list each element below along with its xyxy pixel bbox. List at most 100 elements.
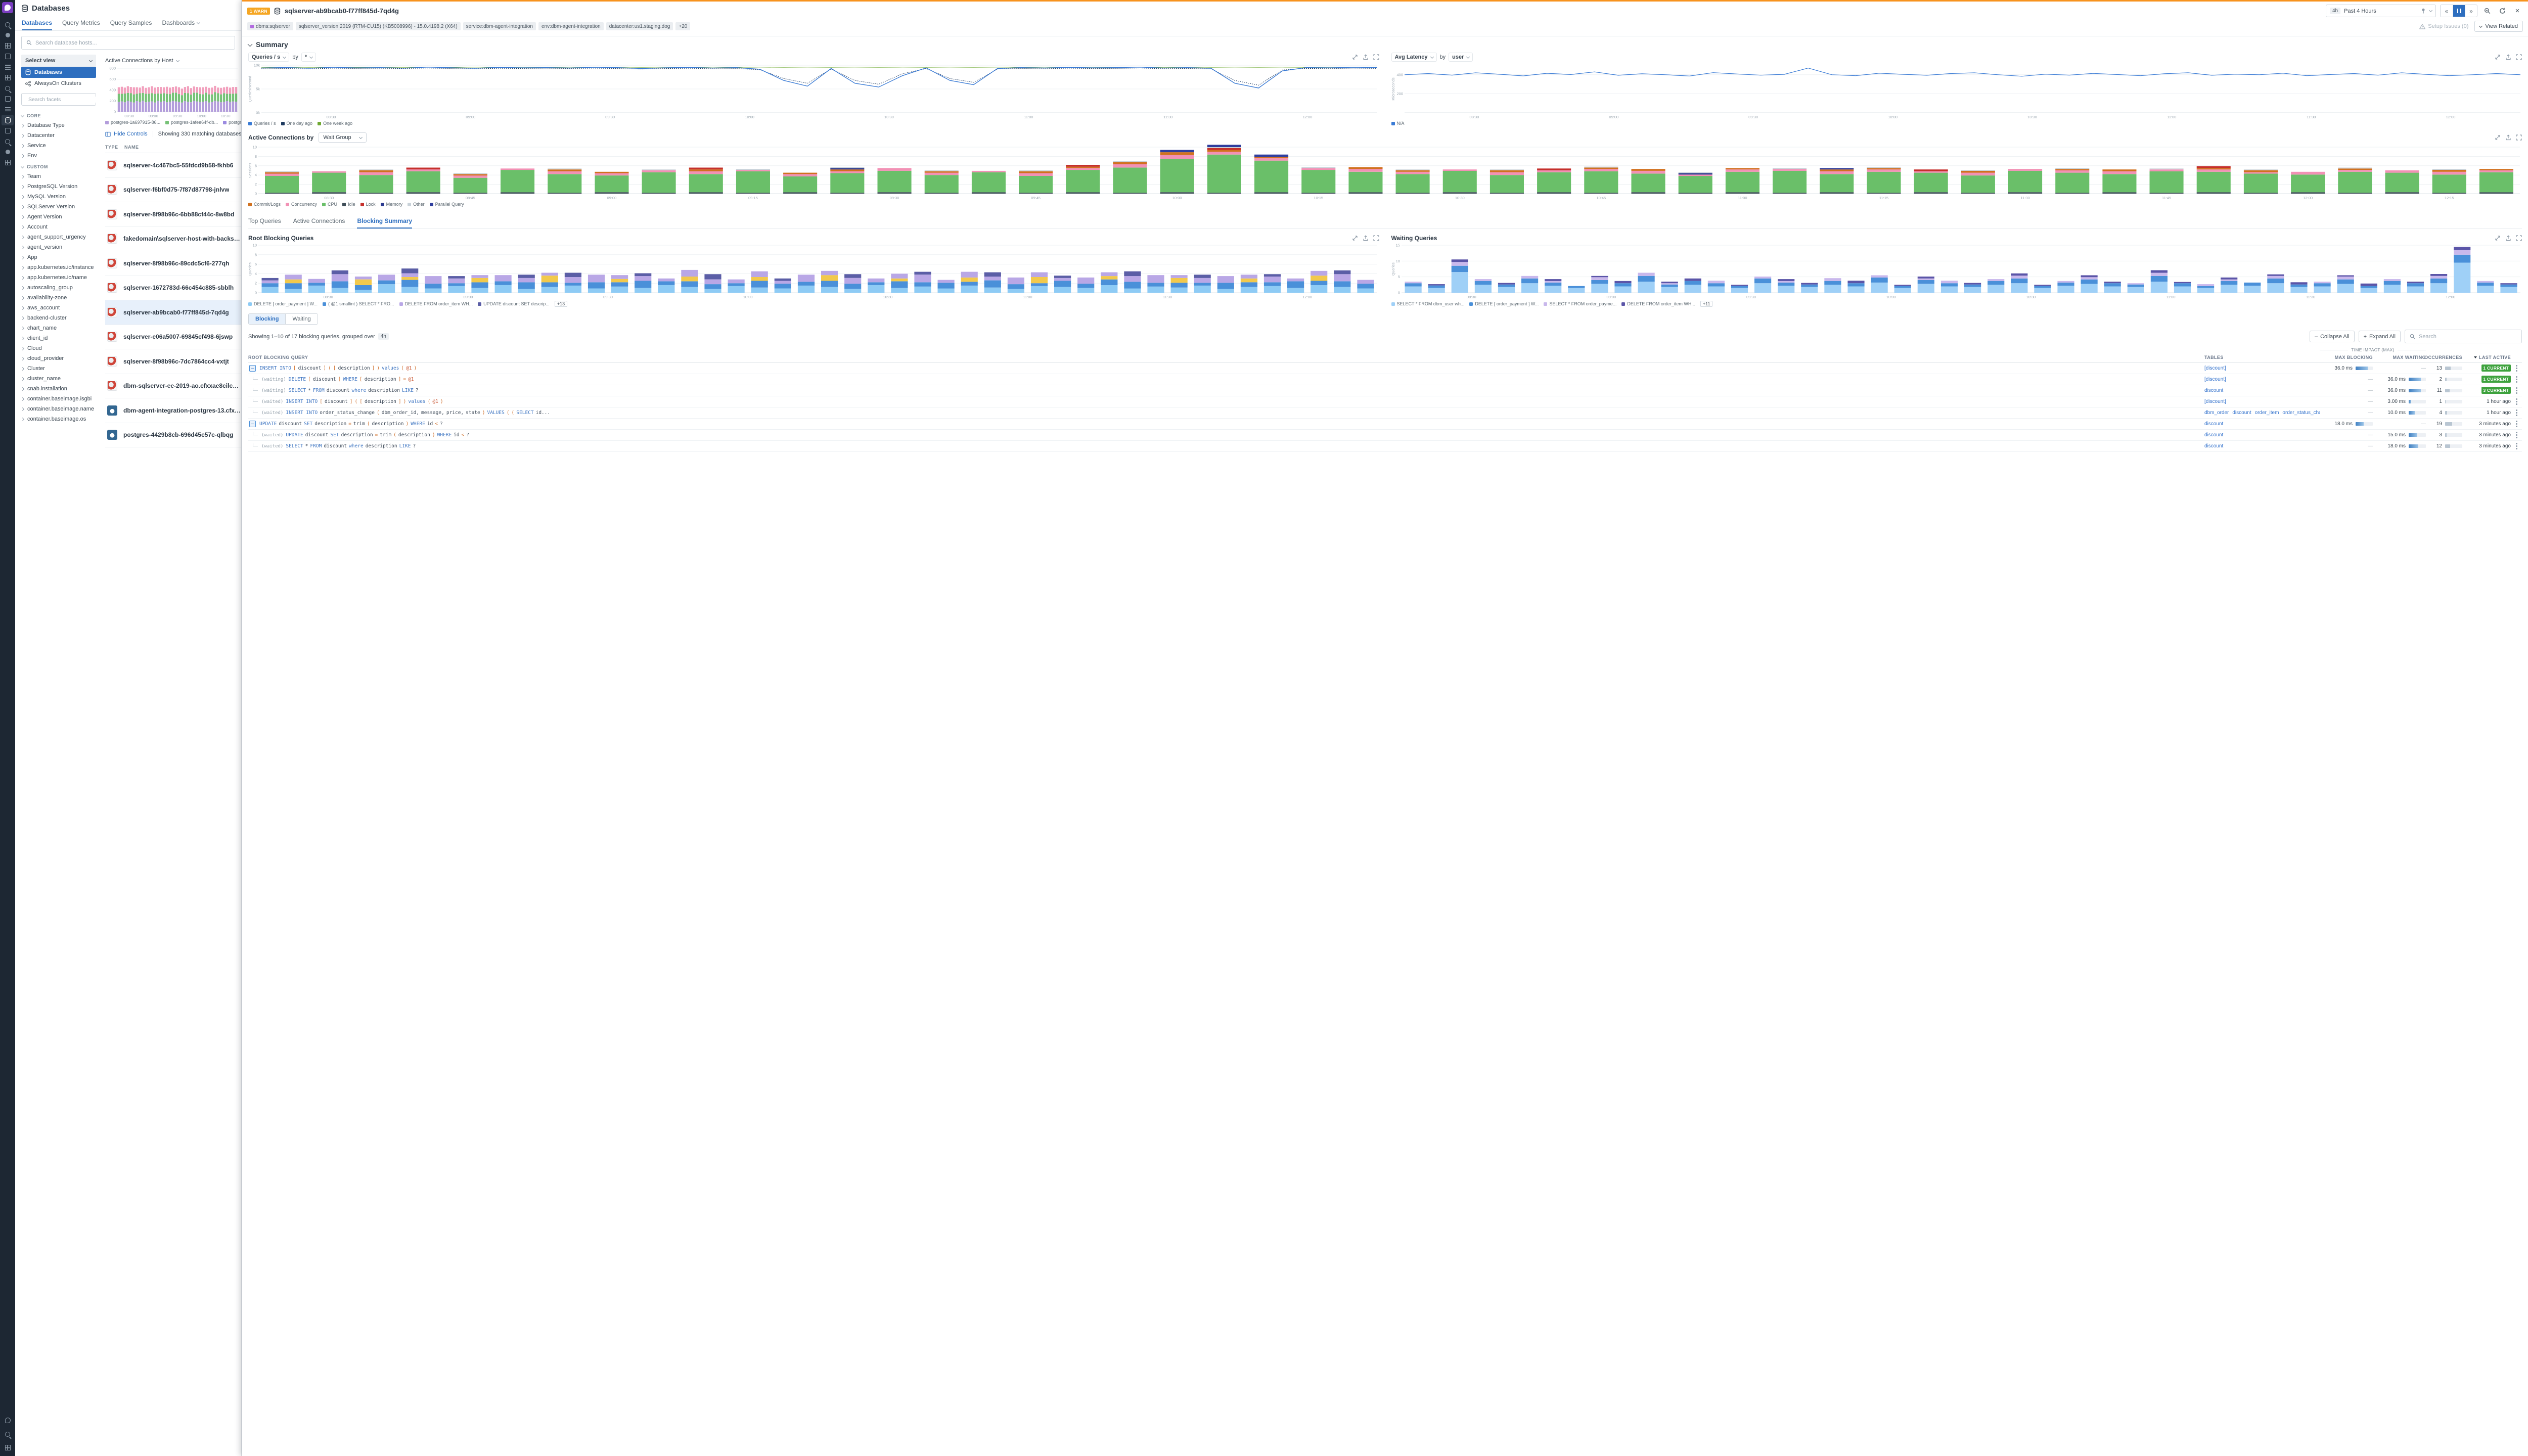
fullscreen-icon[interactable] [2516, 235, 2522, 241]
blocking-table-row[interactable]: (waiting)DELETE[discount]WHERE[descripti… [248, 374, 2522, 385]
chevron-down-icon[interactable] [175, 58, 179, 62]
facet-item[interactable]: Cloud [21, 343, 96, 353]
table-link[interactable]: discount [2232, 410, 2251, 416]
legend-item[interactable]: Memory [381, 202, 403, 207]
host-row[interactable]: sqlserver-8f98b96c-89cdc5cf6-277qh [105, 251, 241, 276]
blocking-table-row[interactable]: (waited)INSERT INTOorder_status_change(d… [248, 407, 2522, 419]
facet-item[interactable]: chart_name [21, 323, 96, 333]
active-connections-by-wait-group-chart[interactable]: Sessions 024681008:3008:4509:0009:1509:3… [248, 145, 2522, 200]
facet-item[interactable]: Service [21, 141, 96, 151]
databases-icon[interactable] [2, 115, 14, 125]
host-row[interactable]: sqlserver-e06a5007-69845cf498-6jswp [105, 325, 241, 350]
tag-pill[interactable]: datacenter:us1.staging.dog [606, 22, 673, 30]
host-row[interactable]: postgres-4429b8cb-696d45c57c-qlbqg [105, 423, 241, 448]
export-icon[interactable] [1363, 235, 1369, 241]
legend-item[interactable]: DELETE [ order_payment ] W... [248, 301, 318, 306]
blocking-table-row[interactable]: (waited)SELECT*FROMdiscountwheredescript… [248, 441, 2522, 452]
facet-item[interactable]: client_id [21, 333, 96, 343]
metric-select[interactable]: Queries / s [248, 53, 289, 62]
facet-item[interactable]: PostgreSQL Version [21, 181, 96, 192]
tag-pill[interactable]: service:dbm-agent-integration [463, 22, 536, 30]
expand-all-button[interactable]: +Expand All [2359, 331, 2401, 342]
facet-item[interactable]: backend-cluster [21, 313, 96, 323]
export-icon[interactable] [2505, 54, 2511, 60]
skip-forward-button[interactable]: » [2465, 5, 2477, 17]
queries-per-second-chart[interactable]: Queries/second 0k5k10k08:3009:0009:3010:… [248, 63, 1379, 119]
legend-item[interactable]: postgres-1afee64f-db... [165, 120, 218, 125]
time-range-picker[interactable]: 4h Past 4 Hours [2326, 5, 2436, 17]
group-by-select[interactable]: * [301, 53, 316, 62]
host-row[interactable]: sqlserver-8f98b96c-7dc7864cc4-vxtjt [105, 349, 241, 374]
tags-more-pill[interactable]: +20 [675, 22, 690, 30]
legend-item[interactable]: Parallel Query [430, 202, 464, 207]
apm-icon[interactable] [2, 94, 14, 104]
table-link[interactable]: [discount] [2204, 377, 2226, 382]
facet-item[interactable]: cloud_provider [21, 353, 96, 363]
facet-item[interactable]: Agent Version [21, 212, 96, 222]
skip-back-button[interactable]: « [2441, 5, 2453, 17]
watchdog-icon[interactable] [2, 30, 14, 40]
export-icon[interactable] [1363, 54, 1369, 60]
tab-query-metrics[interactable]: Query Metrics [62, 15, 100, 30]
facet-item[interactable]: aws_account [21, 303, 96, 313]
close-icon[interactable]: × [2512, 6, 2523, 17]
toggle-blocking[interactable]: Blocking [249, 314, 285, 324]
view-related-button[interactable]: View Related [2474, 21, 2523, 32]
host-row[interactable]: sqlserver-ab9bcab0-f77ff845d-7qd4g [105, 300, 241, 325]
table-link[interactable]: discount [2204, 421, 2223, 427]
active-connections-by-host-chart[interactable]: 020040060080008:3009:0009:3010:0010:30 [105, 66, 240, 118]
table-link[interactable]: discount [2204, 388, 2223, 393]
facet-item[interactable]: Cluster [21, 363, 96, 374]
legend-more-badge[interactable]: +11 [1700, 301, 1713, 307]
metric-select[interactable]: Avg Latency [1391, 53, 1437, 62]
tab-active-connections[interactable]: Active Connections [293, 213, 345, 229]
scope-icon[interactable] [2495, 235, 2501, 241]
row-menu-button[interactable] [2511, 368, 2522, 369]
host-row[interactable]: sqlserver-1672783d-66c454c885-sbblh [105, 276, 241, 301]
facet-item[interactable]: agent_version [21, 242, 96, 252]
group-by-select[interactable]: user [1449, 53, 1473, 62]
facet-item[interactable]: Team [21, 171, 96, 181]
host-map-icon[interactable] [2, 51, 14, 62]
legend-item[interactable]: Lock [360, 202, 376, 207]
facet-item[interactable]: App [21, 252, 96, 262]
host-row[interactable]: sqlserver-8f98b96c-6bb88cf44c-8w8bd [105, 202, 241, 227]
rum-icon[interactable] [2, 147, 14, 157]
col-last-active[interactable]: LAST ACTIVE [2462, 355, 2511, 360]
logs-icon[interactable] [2, 104, 14, 115]
chat-icon[interactable] [2, 1415, 14, 1426]
fullscreen-icon[interactable] [1373, 235, 1379, 241]
facet-item[interactable]: cnab.installation [21, 384, 96, 394]
row-menu-button[interactable] [2511, 412, 2522, 414]
tag-pill[interactable]: sqlserver_version:2019 (RTM-CU15) (KB500… [296, 22, 461, 30]
zoom-icon[interactable] [2481, 6, 2493, 17]
facet-item[interactable]: Database Type [21, 120, 96, 130]
wait-group-select[interactable]: Wait Group [319, 132, 366, 143]
tag-pill[interactable]: env:dbm-agent-integration [538, 22, 604, 30]
legend-item[interactable]: postgres-27b... [223, 120, 241, 125]
legend-item[interactable]: Concurrency [286, 202, 317, 207]
tag-pill[interactable]: dbms:sqlserver [247, 22, 293, 30]
row-menu-button[interactable] [2511, 379, 2522, 380]
dashboards-icon[interactable] [2, 72, 14, 83]
hide-controls-button[interactable]: Hide Controls [105, 131, 153, 137]
collapse-row-button[interactable]: – [249, 421, 256, 427]
facet-item[interactable]: container.baseimage.os [21, 414, 96, 424]
refresh-icon[interactable] [2497, 6, 2508, 17]
avg-latency-chart[interactable]: Microseconds 20040008:3009:0009:3010:001… [1391, 63, 2522, 119]
legend-item[interactable]: ( @1 smallint ) SELECT * FRO... [323, 301, 394, 306]
facet-item[interactable]: app.kubernetes.io/instance [21, 262, 96, 272]
table-link[interactable]: discount [2204, 443, 2223, 449]
scope-icon[interactable] [1352, 54, 1358, 60]
facet-item[interactable]: agent_support_urgency [21, 232, 96, 242]
legend-more-badge[interactable]: +13 [555, 301, 567, 307]
facet-group-header[interactable]: CUSTOM [21, 161, 96, 171]
view-item-databases[interactable]: Databases [21, 67, 96, 78]
row-menu-button[interactable] [2511, 401, 2522, 402]
legend-item[interactable]: Commit/Logs [248, 202, 281, 207]
host-row[interactable]: dbm-sqlserver-ee-2019-ao.cfxxae8cilce.us… [105, 374, 241, 399]
blocking-table-row[interactable]: (waiting)SELECT*FROMdiscountwheredescrip… [248, 385, 2522, 396]
facet-item[interactable]: MySQL Version [21, 192, 96, 202]
row-menu-button[interactable] [2511, 434, 2522, 436]
select-view-header[interactable]: Select view [21, 55, 96, 67]
